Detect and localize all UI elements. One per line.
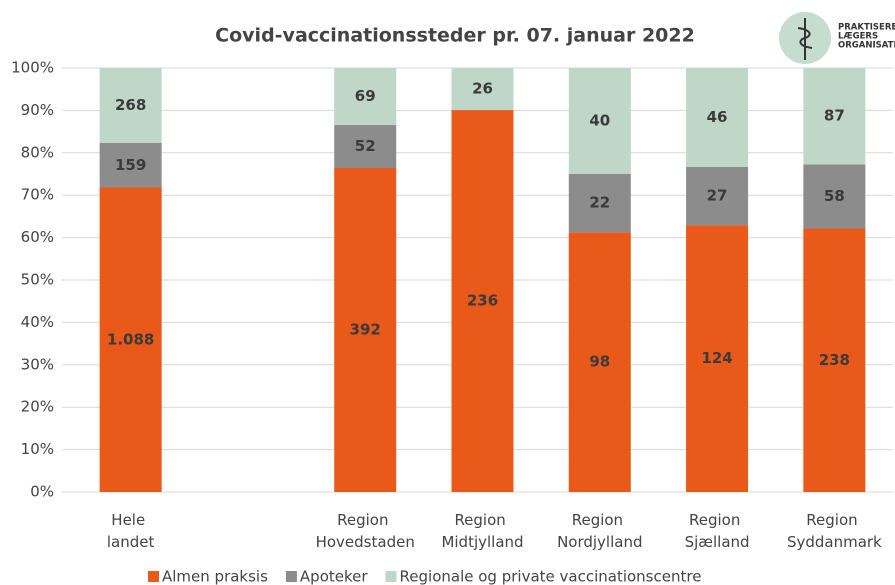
- x-tick-line: Midtjylland: [441, 533, 523, 551]
- bar-segment: [451, 68, 514, 111]
- bar-segment: [334, 125, 397, 169]
- data-label: 124: [701, 349, 732, 367]
- x-tick-line: Region: [572, 511, 628, 529]
- data-label: 87: [824, 107, 845, 125]
- bar-segment: [568, 174, 631, 233]
- data-label: 40: [589, 112, 610, 130]
- bar-segment: [451, 110, 514, 493]
- x-tick-label: Region Hovedstaden: [316, 511, 415, 551]
- legend-swatch: [385, 571, 397, 582]
- chart-title: Covid-vaccinationssteder pr. 07. januar …: [215, 25, 695, 47]
- bar-segment: [803, 68, 866, 165]
- bar-segment: [568, 68, 631, 174]
- y-tick-label: 0%: [30, 483, 54, 501]
- x-tick-line: Hele: [111, 511, 150, 529]
- data-label: 159: [115, 156, 146, 174]
- legend-label: Apoteker: [300, 568, 368, 585]
- data-label: 26: [472, 80, 493, 98]
- bar-segment: [99, 143, 162, 188]
- bar-segment: [99, 187, 162, 492]
- x-tick-line: Region: [806, 511, 862, 529]
- logo: [779, 12, 831, 64]
- bar-segment: [686, 68, 749, 168]
- data-label: 22: [589, 194, 610, 212]
- data-label: 46: [707, 108, 728, 126]
- x-tick-line: Hovedstaden: [316, 533, 415, 551]
- x-tick-line: landet: [107, 533, 155, 551]
- data-label: 52: [355, 137, 376, 155]
- bar-segment: [99, 68, 162, 144]
- bar-segment: [686, 167, 749, 226]
- x-tick-label: Hele landet: [107, 511, 155, 551]
- y-tick-label: 80%: [21, 143, 54, 161]
- data-label: 236: [467, 292, 498, 310]
- logo-icon: [797, 18, 813, 60]
- legend-label: Almen praksis: [162, 568, 268, 585]
- bar-segment: [803, 164, 866, 229]
- logo-text: LÆGERS: [838, 32, 878, 42]
- data-label: 238: [819, 351, 850, 369]
- y-tick-label: 20%: [21, 398, 54, 416]
- legend-swatch: [148, 571, 159, 582]
- data-label: 268: [115, 96, 146, 114]
- x-tick-line: Region: [689, 511, 745, 529]
- x-tick-label: Region Sjælland: [685, 511, 750, 551]
- x-tick-line: Sjælland: [685, 533, 750, 551]
- x-tick-label: Region Syddanmark: [787, 511, 882, 551]
- x-tick-line: Region: [454, 511, 510, 529]
- data-label: 1.088: [107, 330, 154, 348]
- y-tick-label: 60%: [21, 228, 54, 246]
- bar-segment: [334, 68, 397, 126]
- data-label: 392: [350, 321, 381, 339]
- data-label: 69: [355, 87, 376, 105]
- y-tick-label: 10%: [21, 440, 54, 458]
- x-tick-label: Region Midtjylland: [441, 511, 523, 551]
- logo-text: PRAKTISERENDE: [838, 23, 895, 33]
- data-label: 27: [707, 187, 728, 205]
- legend-swatch: [285, 571, 297, 582]
- logo-text: ORGANISATION: [838, 41, 895, 51]
- y-tick-label: 30%: [21, 355, 54, 373]
- x-tick-line: Syddanmark: [787, 533, 882, 551]
- bar-segment: [686, 225, 749, 492]
- x-tick-line: Region: [337, 511, 393, 529]
- bar-segment: [334, 168, 397, 492]
- x-tick-line: Nordjylland: [557, 533, 642, 551]
- y-tick-label: 90%: [21, 101, 54, 119]
- bar-segment: [803, 228, 866, 492]
- legend-label: Regionale og private vaccinationscentre: [400, 568, 702, 585]
- y-tick-label: 40%: [21, 313, 54, 331]
- y-tick-label: 50%: [21, 271, 54, 289]
- data-label: 58: [824, 187, 845, 205]
- data-label: 98: [589, 353, 610, 371]
- x-tick-label: Region Nordjylland: [557, 511, 642, 551]
- y-tick-label: 70%: [21, 186, 54, 204]
- y-tick-label: 100%: [11, 59, 54, 77]
- bar-segment: [568, 232, 631, 493]
